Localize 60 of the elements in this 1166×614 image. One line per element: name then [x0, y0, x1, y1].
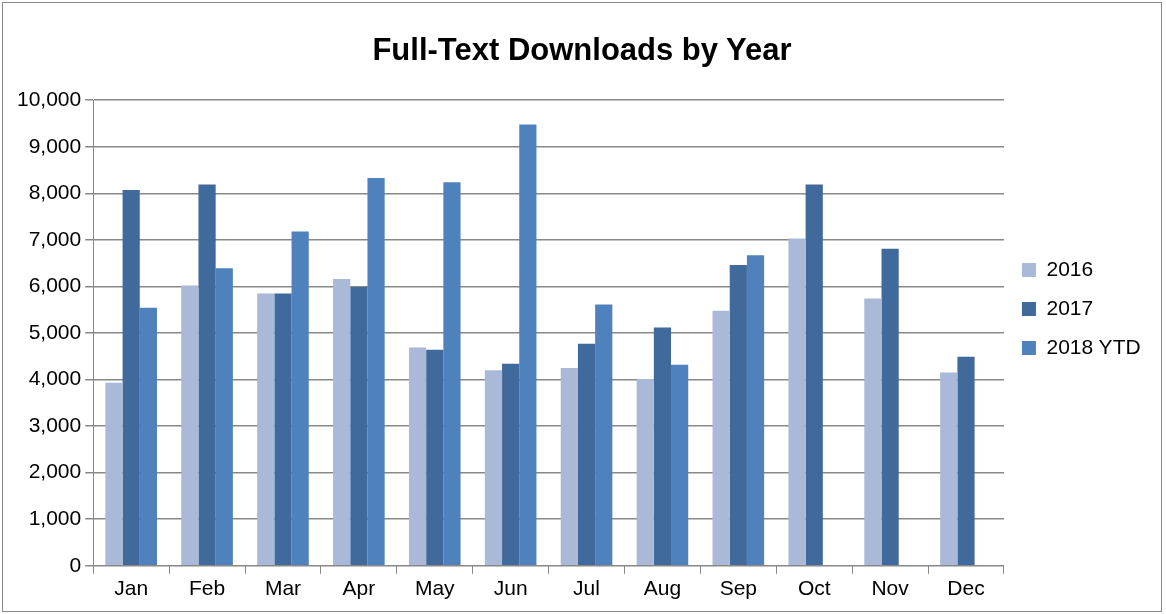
bar — [729, 265, 747, 566]
bar — [788, 238, 806, 566]
bar — [105, 382, 123, 566]
bar — [139, 307, 157, 566]
x-tick-label: Nov — [871, 576, 910, 600]
y-tick-label: 8,000 — [28, 180, 82, 204]
bar — [881, 248, 899, 566]
bar — [653, 327, 672, 566]
y-tick-label: 2,000 — [28, 459, 82, 483]
bar — [957, 356, 975, 566]
bar — [502, 363, 520, 566]
chart-title: Full-Text Downloads by Year — [372, 32, 792, 68]
bar — [426, 349, 444, 566]
bar — [443, 182, 461, 566]
y-tick-label: 7,000 — [28, 226, 82, 250]
x-tick-label: Jul — [573, 576, 600, 600]
bar — [712, 310, 730, 566]
bar — [940, 372, 958, 566]
legend-label: 2016 — [1046, 256, 1094, 280]
bar — [636, 379, 654, 566]
y-tick-label: 5,000 — [28, 319, 82, 343]
bar — [595, 304, 613, 566]
bar — [215, 268, 233, 566]
bar — [805, 184, 823, 566]
y-tick-label: 4,000 — [28, 366, 82, 390]
bar — [560, 367, 578, 566]
x-tick-label: Aug — [643, 576, 682, 600]
y-tick-label: 10,000 — [17, 87, 82, 110]
y-tick-label: 9,000 — [28, 133, 82, 157]
x-tick-label: Dec — [947, 576, 985, 600]
x-tick-label: Feb — [188, 576, 226, 600]
bar — [746, 255, 765, 566]
y-tick-label: 6,000 — [28, 273, 82, 297]
bar — [408, 347, 427, 566]
x-tick-label: Jun — [493, 576, 528, 600]
bar — [333, 278, 351, 566]
bar — [577, 343, 596, 566]
bar — [122, 190, 140, 566]
x-tick-label: Jan — [114, 576, 149, 600]
bar — [257, 293, 275, 566]
x-tick-label: Sep — [719, 576, 758, 600]
bar — [367, 177, 385, 566]
x-tick-label: Apr — [342, 576, 376, 600]
legend-label: 2018 YTD — [1046, 334, 1141, 358]
bar — [350, 286, 368, 566]
legend-label: 2017 — [1046, 295, 1094, 319]
bar — [274, 293, 292, 566]
bar — [291, 231, 309, 566]
y-tick-label: 3,000 — [28, 412, 82, 436]
bar — [198, 184, 216, 566]
bar — [519, 124, 537, 566]
y-tick-label: 1,000 — [28, 506, 82, 530]
x-tick-label: Oct — [797, 576, 831, 600]
bar — [671, 364, 689, 566]
y-tick-label: 0 — [69, 552, 82, 576]
bar — [864, 298, 882, 566]
x-tick-label: May — [414, 576, 456, 600]
bar — [181, 285, 199, 566]
bar — [484, 370, 503, 566]
x-tick-label: Mar — [264, 576, 302, 600]
